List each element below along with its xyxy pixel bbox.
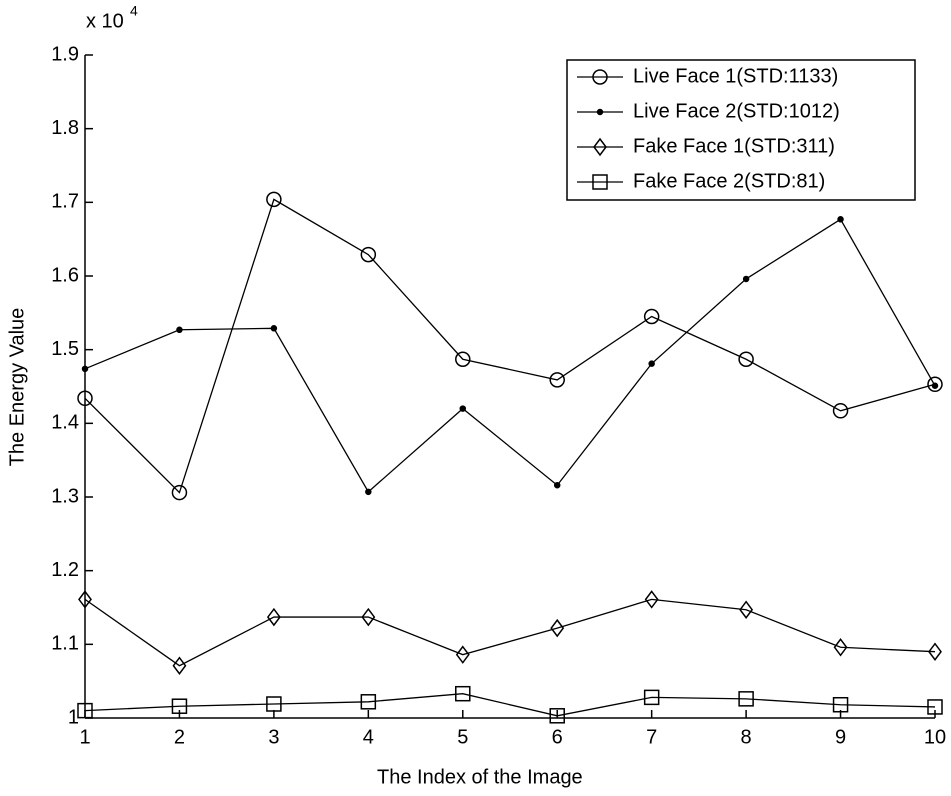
marker: [644, 590, 659, 609]
marker: [361, 607, 376, 627]
y-tick-label: 1.1: [51, 633, 79, 655]
x-tick-label: 9: [835, 726, 846, 748]
marker: [171, 484, 188, 501]
y-tick-label: 1.4: [51, 412, 79, 434]
y-tick-label: 1.7: [51, 191, 79, 213]
series-line: [84, 598, 936, 667]
marker: [648, 360, 655, 367]
legend-marker: [592, 69, 608, 85]
marker: [455, 645, 470, 664]
marker: [176, 326, 183, 334]
marker: [739, 600, 754, 619]
y-tick-label: 1.6: [51, 264, 79, 286]
legend-marker: [593, 137, 607, 157]
legend-label: Live Face 1(STD:1133): [633, 65, 838, 87]
y-tick-label: 1.2: [51, 559, 79, 581]
y-tick-label: 1.9: [51, 43, 79, 65]
x-tick-label: 2: [174, 726, 185, 748]
x-tick-label: 1: [79, 726, 90, 748]
y-exponent-base: x 10: [86, 10, 124, 32]
marker: [270, 325, 278, 332]
marker: [77, 390, 93, 407]
marker: [360, 246, 377, 263]
x-tick-label: 6: [552, 726, 563, 748]
marker: [738, 691, 754, 707]
y-exponent-power: 4: [130, 3, 138, 19]
x-tick-label: 4: [363, 726, 374, 748]
marker: [837, 216, 844, 223]
y-tick-label: 1.5: [51, 338, 79, 360]
marker: [927, 699, 943, 715]
marker: [171, 698, 188, 714]
y-tick-label: 1: [68, 706, 79, 728]
marker: [549, 708, 565, 724]
legend-label: Fake Face 1(STD:311): [633, 135, 835, 157]
marker: [738, 351, 754, 367]
marker: [928, 642, 942, 661]
marker: [81, 365, 89, 373]
marker: [455, 685, 471, 702]
marker: [550, 618, 565, 638]
marker: [549, 372, 565, 388]
legend-label: Live Face 2(STD:1012): [633, 100, 840, 122]
legend-label: Fake Face 2(STD:81): [633, 170, 825, 192]
series-line: [84, 198, 936, 494]
x-axis-label: The Index of the Image: [377, 766, 583, 788]
x-tick-label: 5: [457, 726, 468, 748]
marker: [742, 275, 750, 283]
x-tick-label: 3: [268, 726, 279, 748]
y-tick-label: 1.8: [51, 117, 79, 139]
marker: [553, 481, 561, 489]
legend-marker: [596, 108, 604, 116]
marker: [77, 702, 93, 719]
marker: [931, 382, 939, 390]
y-tick-label: 1.3: [51, 485, 79, 507]
marker: [266, 607, 281, 627]
series-line: [84, 218, 936, 493]
marker: [832, 403, 849, 419]
series-line: [84, 693, 936, 717]
marker: [643, 308, 660, 325]
marker: [78, 590, 92, 609]
marker: [266, 191, 282, 208]
marker: [360, 694, 377, 710]
x-tick-label: 8: [741, 726, 752, 748]
marker: [172, 656, 187, 675]
marker: [455, 351, 471, 367]
marker: [365, 488, 372, 496]
marker: [927, 376, 943, 393]
x-tick-label: 10: [924, 726, 946, 748]
marker: [643, 689, 660, 706]
marker: [459, 405, 467, 412]
x-tick-label: 7: [646, 726, 657, 748]
marker: [833, 638, 848, 657]
legend-box: [566, 59, 916, 201]
marker: [832, 696, 849, 713]
legend-marker: [592, 174, 608, 190]
marker: [266, 696, 282, 712]
y-axis-label: The Energy Value: [6, 308, 28, 467]
